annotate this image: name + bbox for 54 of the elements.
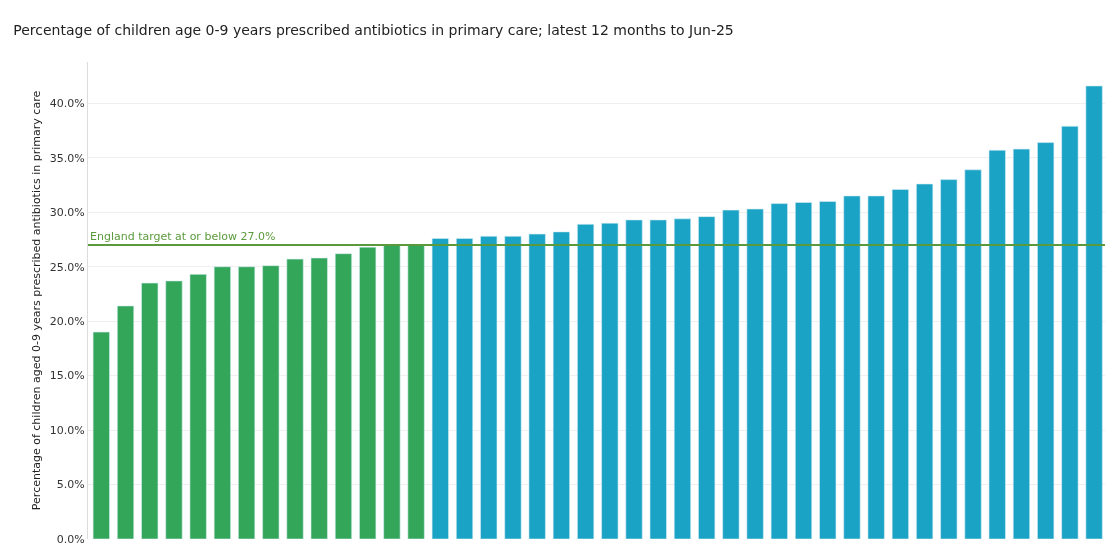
y-tick-label: 25.0%: [49, 260, 85, 274]
bar: [1061, 125, 1079, 539]
chart-title: Percentage of children age 0-9 years prescribed antibiotics in primary care; latest 12 months to Jun-25: [13, 21, 734, 38]
bar: [940, 179, 958, 539]
bar: [916, 183, 934, 539]
bar: [770, 203, 788, 539]
bar: [1085, 85, 1103, 539]
bar: [625, 219, 643, 539]
bar: [141, 282, 159, 539]
bar: [431, 238, 449, 539]
bar: [891, 189, 909, 539]
bar: [867, 195, 885, 539]
bar: [504, 235, 522, 539]
bar: [117, 305, 135, 539]
bar: [334, 253, 352, 539]
bar: [92, 331, 110, 539]
bar: [843, 195, 861, 539]
bar: [746, 208, 764, 539]
bar: [673, 218, 691, 539]
y-tick-label: 20.0%: [49, 315, 85, 329]
bar: [310, 257, 328, 539]
bar: [262, 265, 280, 539]
bar: [795, 202, 813, 539]
bar: [1037, 142, 1055, 539]
bar: [819, 201, 837, 539]
bar: [189, 274, 207, 539]
bar: [722, 209, 740, 539]
bar: [577, 223, 595, 539]
bar: [359, 246, 377, 539]
bar: [213, 266, 231, 539]
ref-line-label: England target at or below 27.0%: [90, 230, 276, 243]
bar: [964, 169, 982, 539]
bar: [456, 238, 474, 539]
y-tick-label: 30.0%: [49, 206, 85, 220]
y-tick-label: 5.0%: [56, 478, 85, 492]
bar: [988, 149, 1006, 539]
y-tick-label: 35.0%: [49, 151, 85, 165]
bar: [528, 233, 546, 539]
y-tick-label: 10.0%: [49, 423, 85, 437]
bar: [480, 235, 498, 539]
bar: [1012, 148, 1030, 539]
y-axis-title: Percentage of children aged 0-9 years prescribed antibiotics in primary care: [30, 90, 44, 511]
bar: [552, 231, 570, 539]
bar: [238, 266, 256, 539]
y-tick-label: 0.0%: [56, 532, 85, 546]
bar: [286, 258, 304, 539]
bar: [601, 222, 619, 539]
bar: [649, 219, 667, 539]
bar: [383, 244, 401, 539]
y-tick-label: 40.0%: [49, 97, 85, 111]
bar: [407, 244, 425, 539]
y-tick-label: 15.0%: [49, 369, 85, 383]
bar: [698, 216, 716, 539]
bar: [165, 280, 183, 539]
